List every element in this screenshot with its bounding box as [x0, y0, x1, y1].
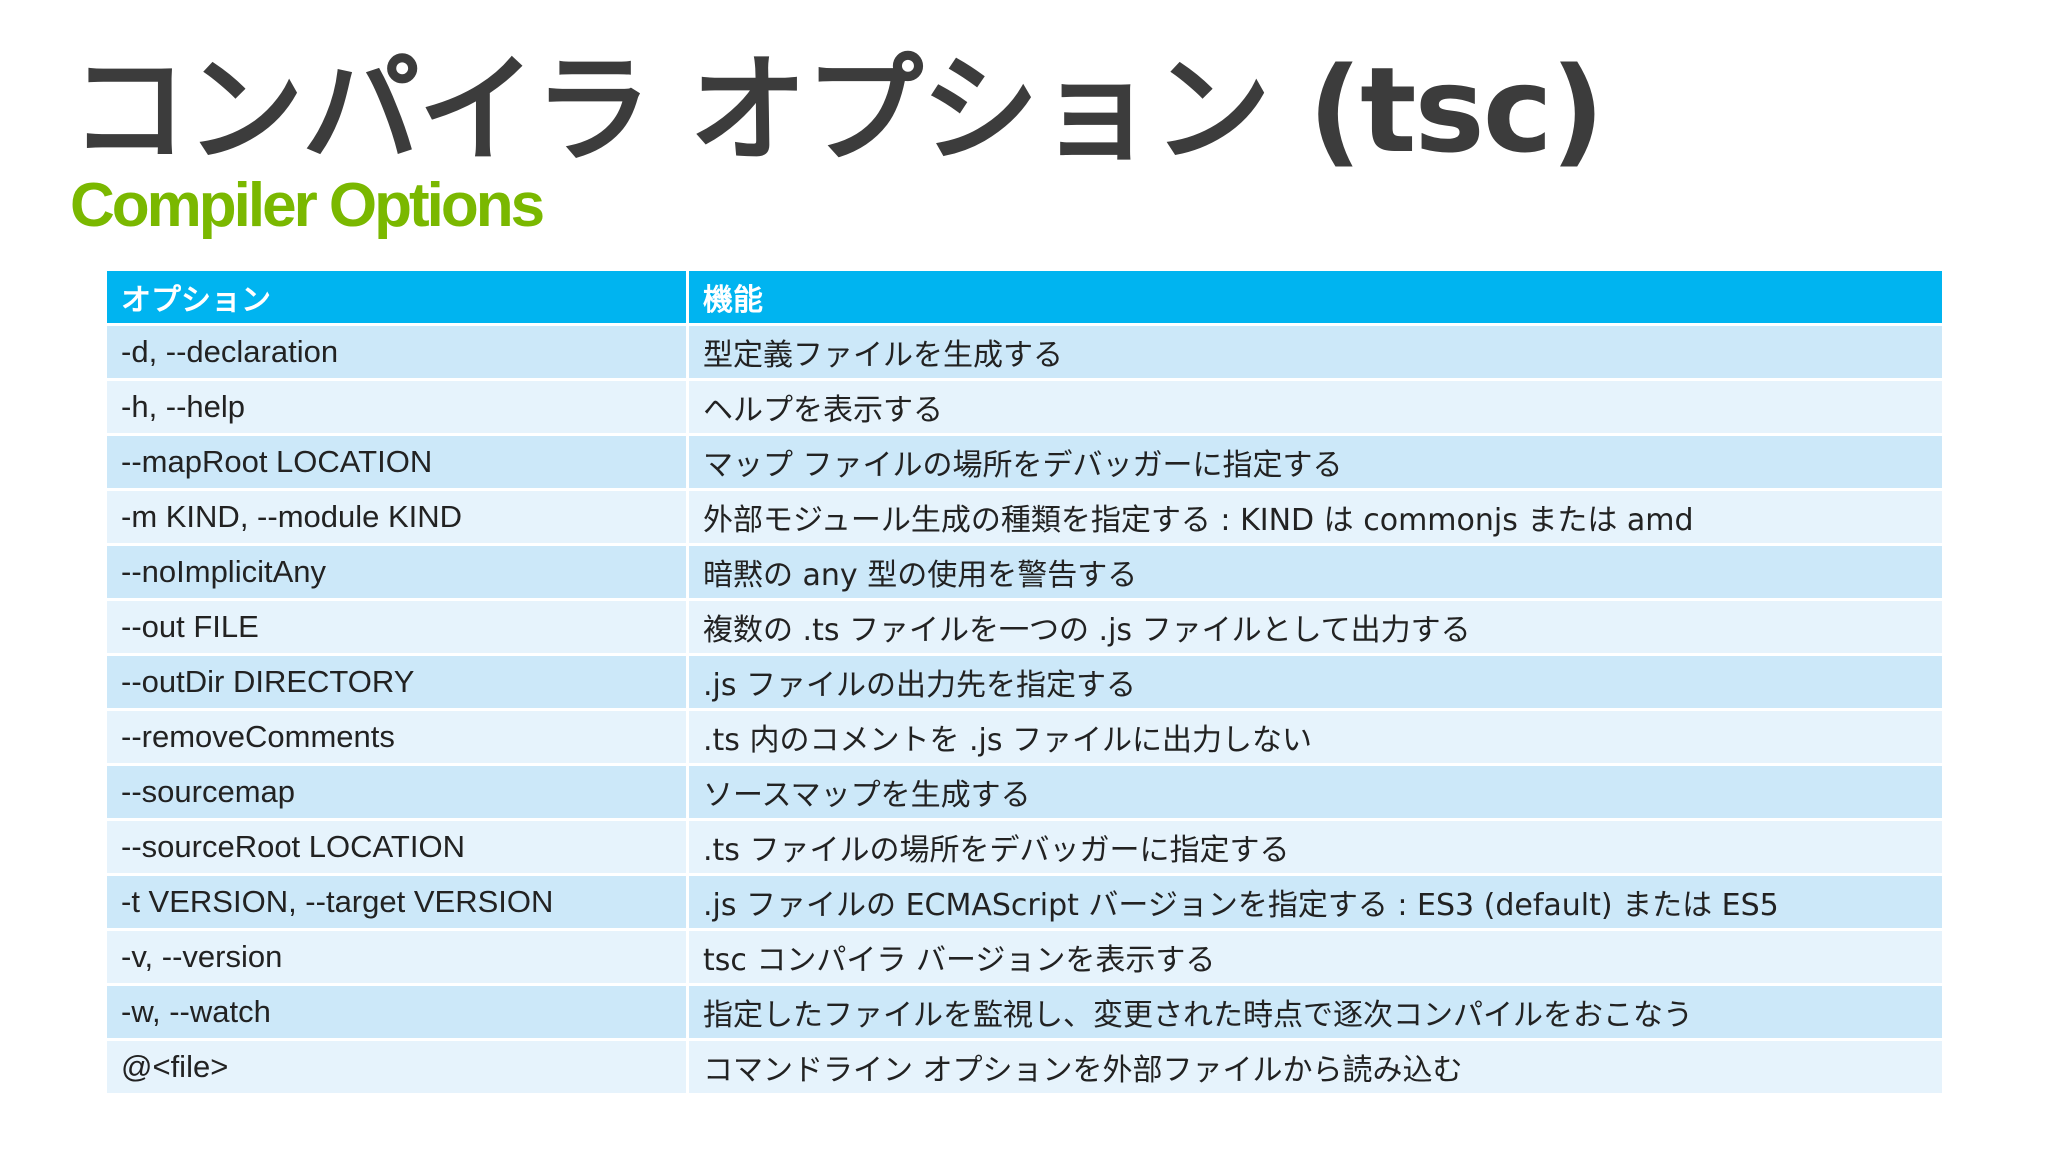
table-body: -d, --declaration 型定義ファイルを生成する -h, --help ヘ…: [104, 323, 1945, 1096]
table-row: -t VERSION, --target VERSION .js ファイルの EC…: [104, 873, 1945, 931]
description-cell: 複数の .ts ファイルを一つの .js ファイルとして出力する: [686, 598, 1945, 656]
table-row: -v, --version tsc コンパイラ バージョンを表示する: [104, 928, 1945, 986]
table-row: -d, --declaration 型定義ファイルを生成する: [104, 323, 1945, 381]
table-row: @<file> コマンドライン オプションを外部ファイルから読み込む: [104, 1038, 1945, 1096]
table-row: --sourceRoot LOCATION .ts ファイルの場所をデバッガーに指…: [104, 818, 1945, 876]
option-cell: -t VERSION, --target VERSION: [104, 873, 689, 931]
option-cell: --sourcemap: [104, 763, 689, 821]
header-function: 機能: [686, 268, 1945, 326]
page-subtitle: Compiler Options: [70, 171, 545, 240]
option-cell: -h, --help: [104, 378, 689, 436]
description-cell: 暗黙の any 型の使用を警告する: [686, 543, 1945, 601]
table-row: --removeComments .ts 内のコメントを .js ファイルに出力し…: [104, 708, 1945, 766]
table-row: --sourcemap ソースマップを生成する: [104, 763, 1945, 821]
description-cell: 指定したファイルを監視し、変更された時点で逐次コンパイルをおこなう: [686, 983, 1945, 1041]
description-cell: .ts ファイルの場所をデバッガーに指定する: [686, 818, 1945, 876]
option-cell: -w, --watch: [104, 983, 689, 1041]
description-cell: .ts 内のコメントを .js ファイルに出力しない: [686, 708, 1945, 766]
table-row: --noImplicitAny 暗黙の any 型の使用を警告する: [104, 543, 1945, 601]
option-cell: --outDir DIRECTORY: [104, 653, 689, 711]
description-cell: ヘルプを表示する: [686, 378, 1945, 436]
description-cell: ソースマップを生成する: [686, 763, 1945, 821]
description-cell: tsc コンパイラ バージョンを表示する: [686, 928, 1945, 986]
option-cell: -v, --version: [104, 928, 689, 986]
option-cell: --removeComments: [104, 708, 689, 766]
description-cell: 外部モジュール生成の種類を指定する : KIND は commonjs または …: [686, 488, 1945, 546]
table-row: --out FILE 複数の .ts ファイルを一つの .js ファイルとして出力…: [104, 598, 1945, 656]
option-cell: --sourceRoot LOCATION: [104, 818, 689, 876]
page-title: コンパイラ オプション (tsc): [70, 41, 1605, 179]
options-table-container: オプション 機能 -d, --declaration 型定義ファイルを生成する -h…: [104, 268, 1945, 1096]
table-header-row: オプション 機能: [104, 268, 1945, 326]
table-row: --outDir DIRECTORY .js ファイルの出力先を指定する: [104, 653, 1945, 711]
option-cell: --noImplicitAny: [104, 543, 689, 601]
description-cell: .js ファイルの ECMAScript バージョンを指定する : ES3 (d…: [686, 873, 1945, 931]
table-row: -h, --help ヘルプを表示する: [104, 378, 1945, 436]
options-table: オプション 機能 -d, --declaration 型定義ファイルを生成する -h…: [104, 268, 1945, 1096]
description-cell: 型定義ファイルを生成する: [686, 323, 1945, 381]
description-cell: .js ファイルの出力先を指定する: [686, 653, 1945, 711]
option-cell: -d, --declaration: [104, 323, 689, 381]
option-cell: -m KIND, --module KIND: [104, 488, 689, 546]
header-option: オプション: [104, 268, 689, 326]
description-cell: マップ ファイルの場所をデバッガーに指定する: [686, 433, 1945, 491]
description-cell: コマンドライン オプションを外部ファイルから読み込む: [686, 1038, 1945, 1096]
table-row: -m KIND, --module KIND 外部モジュール生成の種類を指定する …: [104, 488, 1945, 546]
table-row: --mapRoot LOCATION マップ ファイルの場所をデバッガーに指定する: [104, 433, 1945, 491]
table-row: -w, --watch 指定したファイルを監視し、変更された時点で逐次コンパイルを…: [104, 983, 1945, 1041]
option-cell: @<file>: [104, 1038, 689, 1096]
option-cell: --out FILE: [104, 598, 689, 656]
option-cell: --mapRoot LOCATION: [104, 433, 689, 491]
